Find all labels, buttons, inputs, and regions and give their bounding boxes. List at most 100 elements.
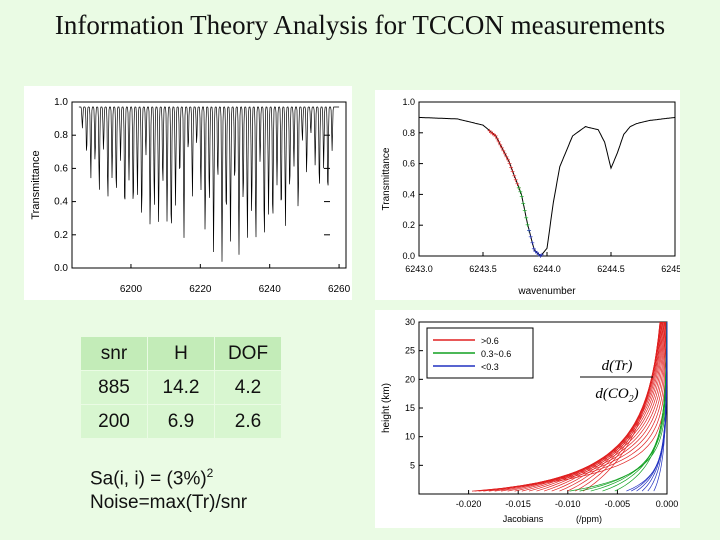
marker-point: + bbox=[498, 140, 503, 149]
marker-point: + bbox=[490, 129, 495, 138]
marker-point: + bbox=[525, 220, 530, 229]
marker-point: + bbox=[507, 159, 512, 168]
table-cell: 14.2 bbox=[147, 370, 215, 405]
table-header-cell: H bbox=[147, 336, 215, 371]
marker-point: + bbox=[518, 187, 523, 196]
y-tick-label: 0.0 bbox=[54, 263, 68, 274]
table-row: 885 14.2 4.2 bbox=[80, 370, 282, 405]
prior-note-text: Sa(i, i) = (3%) bbox=[90, 468, 207, 490]
y-tick-label: 0.0 bbox=[402, 251, 415, 261]
table-row: 200 6.9 2.6 bbox=[80, 404, 282, 439]
marker-point: + bbox=[517, 184, 522, 193]
jacobian-chart-svg: 5 10 15 20 25 30 -0.020 -0.015 -0.010 -0.005 0.000… bbox=[381, 317, 679, 524]
marker-point: + bbox=[512, 171, 517, 180]
jacobian-curve bbox=[653, 322, 668, 492]
table-cell: 2.6 bbox=[214, 404, 282, 439]
y-tick-label: 0.4 bbox=[54, 197, 68, 208]
marker-point: + bbox=[522, 206, 527, 215]
x-tick-label: 6220 bbox=[189, 284, 212, 295]
y-tick-label: 20 bbox=[405, 374, 415, 384]
spectrum-chart-svg: 0.0 0.2 0.4 0.6 0.8 1.0 6200 6220 6240 6260 Transm… bbox=[30, 97, 351, 295]
legend-label: >0.6 bbox=[481, 336, 499, 346]
y-tick-label: 30 bbox=[405, 317, 415, 327]
marker-point: + bbox=[509, 163, 514, 172]
table-header-row: snr H DOF bbox=[80, 336, 282, 371]
marker-point: + bbox=[532, 245, 537, 254]
table-cell: 885 bbox=[80, 370, 148, 405]
x-tick-label: 0.000 bbox=[656, 499, 679, 509]
marker-point: + bbox=[492, 130, 497, 139]
marker-point: + bbox=[489, 128, 494, 137]
chart-legend: >0.6 0.3~0.6 <0.3 bbox=[426, 327, 534, 379]
formula-denominator: d(CO2) bbox=[595, 386, 638, 405]
table-cell: 200 bbox=[80, 404, 148, 439]
y-tick-label: 0.4 bbox=[402, 189, 415, 199]
spectrum-line bbox=[78, 106, 340, 262]
zoom-spectrum-chart: 0.0 0.2 0.4 0.6 0.8 1.0 6243.0 6243.5 6244.0 6244… bbox=[375, 90, 689, 300]
x-tick-label: 6200 bbox=[120, 284, 143, 295]
y-tick-label: 0.8 bbox=[402, 128, 415, 138]
zoom-chart-svg: 0.0 0.2 0.4 0.6 0.8 1.0 6243.0 6243.5 6244.0 6244… bbox=[381, 97, 689, 297]
y-tick-label: 0.8 bbox=[54, 130, 68, 141]
y-tick-label: 0.6 bbox=[402, 159, 415, 169]
jacobian-curve bbox=[567, 321, 661, 492]
prior-note: Sa(i, i) = (3%)2 bbox=[90, 466, 213, 490]
marker-point: + bbox=[535, 249, 540, 258]
marker-point: + bbox=[530, 238, 535, 247]
y-tick-label: 1.0 bbox=[402, 97, 415, 107]
marker-point: + bbox=[536, 250, 541, 259]
y-tick-label: 5 bbox=[410, 460, 415, 470]
jacobian-chart: 5 10 15 20 25 30 -0.020 -0.015 -0.010 -0.005 0.000… bbox=[375, 310, 680, 528]
jacobian-curve bbox=[478, 321, 667, 492]
table-header-cell: snr bbox=[80, 336, 148, 371]
formula-denominator-prefix: d(CO bbox=[595, 386, 629, 402]
x-tick-label: 6260 bbox=[328, 284, 351, 295]
x-tick-label: -0.005 bbox=[605, 499, 631, 509]
y-tick-label: 25 bbox=[405, 346, 415, 356]
x-tick-label: 6245.0 bbox=[661, 264, 680, 274]
x-tick-label: 6240 bbox=[259, 284, 282, 295]
marker-point: + bbox=[513, 175, 518, 184]
marker-point: + bbox=[503, 149, 508, 158]
legend-label: <0.3 bbox=[481, 362, 499, 372]
y-tick-label: 0.6 bbox=[54, 163, 68, 174]
formula-numerator: d(Tr) bbox=[602, 358, 633, 374]
x-tick-label: 6243.0 bbox=[405, 264, 433, 274]
table-header-cell: DOF bbox=[214, 336, 282, 371]
plot-frame bbox=[418, 101, 676, 257]
x-tick-label: -0.010 bbox=[555, 499, 581, 509]
marker-point: + bbox=[517, 184, 522, 193]
x-axis-label: Jacobians bbox=[503, 514, 544, 524]
formula-denominator-sub: 2 bbox=[629, 394, 634, 405]
jacobian-curve bbox=[488, 321, 667, 492]
marker-point: + bbox=[493, 132, 498, 141]
spectrum-chart: 0.0 0.2 0.4 0.6 0.8 1.0 6200 6220 6240 6260 Transm… bbox=[24, 86, 352, 300]
y-axis-label: Transmittance bbox=[30, 150, 42, 219]
y-tick-label: 15 bbox=[405, 403, 415, 413]
y-tick-label: 0.2 bbox=[402, 220, 415, 230]
marker-point: + bbox=[528, 232, 533, 241]
prior-note-exponent: 2 bbox=[206, 466, 214, 480]
formula-denominator-suffix: ) bbox=[633, 386, 639, 402]
marker-point: + bbox=[510, 167, 515, 176]
x-tick-label: -0.020 bbox=[456, 499, 482, 509]
marker-point: + bbox=[495, 134, 500, 143]
noise-note: Noise=max(Tr)/snr bbox=[90, 492, 248, 513]
x-axis-label: wavenumber bbox=[517, 286, 576, 297]
x-tick-label: 6244.5 bbox=[597, 264, 625, 274]
info-table: snr H DOF 885 14.2 4.2 200 6.9 2.6 bbox=[80, 336, 282, 439]
marker-point: + bbox=[540, 250, 545, 259]
x-axis-unit: (/ppm) bbox=[576, 514, 602, 524]
marker-point: + bbox=[506, 155, 511, 164]
jacobian-curve bbox=[521, 321, 664, 492]
marker-point: + bbox=[521, 199, 526, 208]
marker-point: + bbox=[504, 152, 509, 161]
marker-point: + bbox=[533, 247, 538, 256]
legend-label: 0.3~0.6 bbox=[481, 349, 511, 359]
y-axis-label: height (km) bbox=[381, 383, 392, 433]
y-tick-label: 10 bbox=[405, 432, 415, 442]
marker-point: + bbox=[487, 126, 492, 135]
x-tick-label: -0.015 bbox=[505, 499, 531, 509]
jacobian-curve bbox=[583, 321, 661, 492]
marker-point: + bbox=[527, 226, 532, 235]
